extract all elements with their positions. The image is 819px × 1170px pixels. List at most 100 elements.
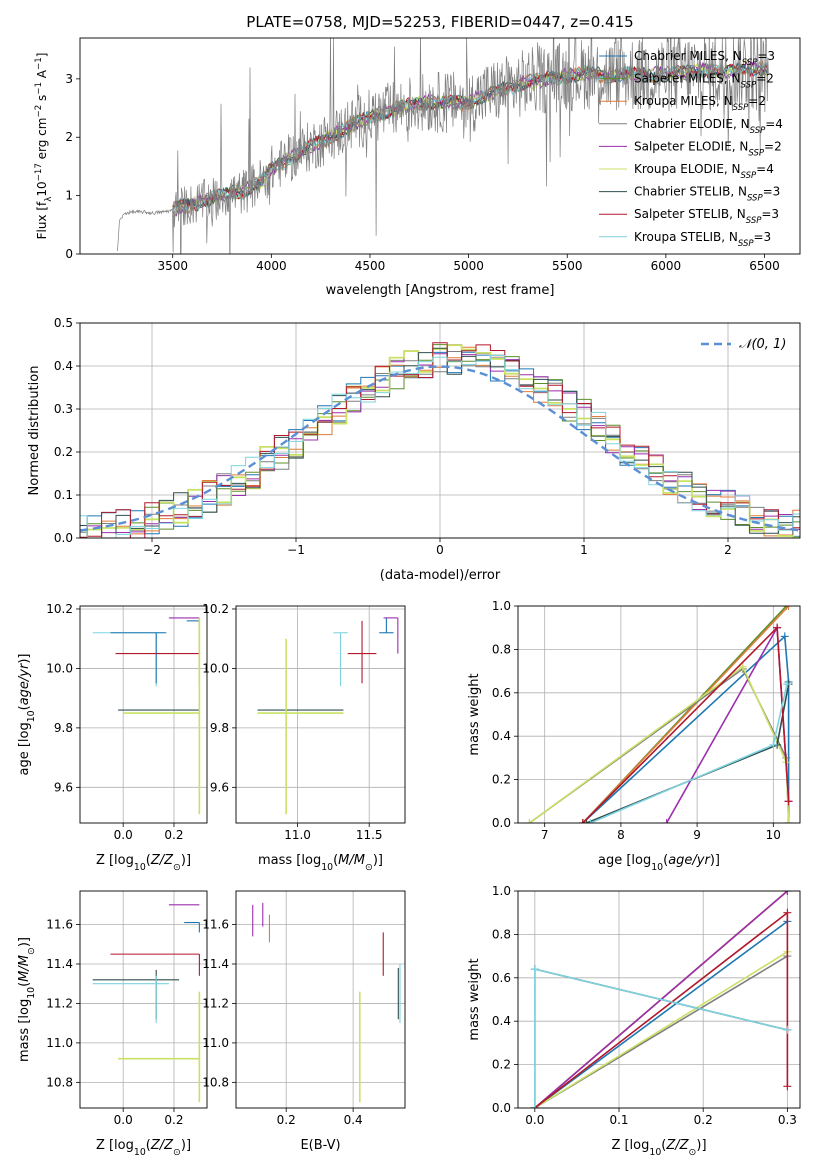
x-axis-label: Z [log10(Z/Z⊙)] [96, 1138, 191, 1158]
errorbars [92, 904, 201, 1103]
y-tick-label: 10.2 [202, 602, 229, 616]
y-tick-label: 10.2 [46, 602, 73, 616]
x-tick-label: 2 [724, 543, 732, 557]
y-axis-label: mass weight [467, 958, 482, 1040]
weight-marker-kroupa-stelib [530, 965, 539, 974]
errorbar-kroupa-elodie [123, 617, 201, 815]
errorbar-kroupa-elodie [118, 991, 201, 1103]
weight-marker-salpeter-stelib [783, 908, 792, 917]
weight-marker-kroupa-miles [784, 606, 793, 610]
y-tick-label: 0.4 [492, 729, 511, 743]
age-vs-mass-panel: 11.0 11.5 9.6 9.8 10.0 10.2 mass [log10(M/M⊙)] [202, 602, 406, 873]
x-tick-label: 5000 [453, 259, 484, 273]
y-tick-label: 1 [65, 189, 73, 203]
x-axis-label: (data-model)/error [380, 568, 501, 583]
legend-label-chabrier-stelib: Chabrier STELIB, NSSP=3 [634, 185, 780, 204]
legend-label-salpeter-elodie: Salpeter ELODIE, NSSP=2 [634, 139, 782, 158]
y-axis-label: mass [log10(M/M⊙)] [17, 937, 37, 1062]
y-axis-label: mass weight [467, 673, 482, 755]
legend-label-salpeter-miles: Salpeter MILES, NSSP=2 [634, 72, 774, 91]
x-tick-label: 11.0 [284, 828, 311, 842]
y-tick-label: 0.6 [492, 686, 511, 700]
weight-line-chabrier-stelib [586, 683, 790, 823]
weight-line-kroupa-elodie [528, 665, 790, 823]
y-tick-label: 11.6 [46, 918, 73, 932]
weight-marker-salpeter-elodie [783, 891, 792, 895]
legend: Chabrier MILES, NSSP=3 Salpeter MILES, NS… [599, 49, 783, 249]
legend-label-kroupa-miles: Kroupa MILES, NSSP=2 [634, 94, 766, 113]
errorbar-kroupa-elodie [257, 638, 344, 815]
weight-line-kroupa-stelib [534, 968, 788, 1108]
weight-line-chabrier-stelib [534, 968, 788, 1108]
errorbar-chabrier-miles [184, 922, 200, 933]
x-tick-label: 0 [436, 543, 444, 557]
x-tick-label: 0.2 [164, 1113, 183, 1127]
y-tick-label: 11.6 [202, 918, 229, 932]
legend-label-chabrier-elodie: Chabrier ELODIE, NSSP=4 [634, 117, 783, 136]
mass-vs-z-panel: 0.0 0.2 10.8 11.0 11.2 11.4 11.6 Z [log10(Z/Z⊙)… [17, 890, 208, 1158]
axes-frame [235, 605, 406, 824]
weight-line-salpeter-stelib [534, 911, 789, 1108]
x-tick-label: 0.0 [525, 1113, 544, 1127]
axes-frame [79, 37, 801, 255]
y-tick-label: 0.0 [492, 1101, 511, 1115]
weight-marker-kroupa-elodie [784, 819, 793, 823]
chart-title: PLATE=0758, MJD=52253, FIBERID=0447, z=0… [246, 13, 633, 31]
x-tick-label: 6500 [749, 259, 780, 273]
legend-label-kroupa-elodie: Kroupa ELODIE, NSSP=4 [634, 162, 774, 181]
weight-marker-salpeter-stelib [773, 623, 782, 632]
x-tick-label: −2 [143, 543, 161, 557]
y-tick-label: 10.0 [202, 661, 229, 675]
y-axis-label: age [log10(age/yr)] [17, 653, 37, 775]
y-tick-label: 0.8 [492, 927, 511, 941]
weight-line-kroupa-miles [582, 606, 790, 823]
x-tick-label: 5500 [552, 259, 583, 273]
weight-line-chabrier-miles [534, 920, 788, 1108]
histogram-salpeter-elodie [80, 344, 800, 538]
x-axis-label: Z [log10(Z/Z⊙)] [96, 853, 191, 873]
y-tick-label: 9.6 [210, 780, 229, 794]
weight-marker-salpeter-stelib [783, 1082, 792, 1091]
y-tick-label: 0.8 [492, 642, 511, 656]
axes-frame [79, 890, 208, 1109]
weight-marker-kroupa-elodie [525, 819, 534, 823]
weight-marker-salpeter-stelib [578, 819, 587, 823]
x-tick-label: 0.0 [114, 1113, 133, 1127]
x-tick-label: 3500 [157, 259, 188, 273]
x-tick-label: 0.0 [114, 828, 133, 842]
weight-marker-salpeter-elodie [662, 819, 671, 823]
y-axis-label: Normed distribution [27, 366, 42, 496]
x-tick-label: 4500 [355, 259, 386, 273]
y-tick-label: 11.2 [46, 996, 73, 1010]
y-tick-label: 0 [65, 247, 73, 261]
x-tick-label: 8 [617, 828, 625, 842]
y-axis-label: Flux [fλ10−17 erg cm−2 s−1 A−1] [34, 53, 54, 240]
y-tick-label: 10.8 [46, 1075, 73, 1089]
x-tick-label: −1 [287, 543, 305, 557]
errorbar-chabrier-miles [379, 617, 394, 634]
x-tick-label: 0.2 [694, 1113, 713, 1127]
weight-vs-z-panel: 0.0 0.1 0.2 0.3 0.0 0.2 0.4 0.6 0.8 1.0 Z [log10(Z… [467, 884, 801, 1158]
errorbar-chabrier-stelib [92, 969, 180, 1020]
mass-vs-ebv-panel: 0.2 0.4 10.8 11.0 11.2 11.4 11.6 E(B-V) [202, 890, 406, 1153]
spectrum-panel: 3500 4000 4500 5000 5500 6000 6500 0 1 2 3 PLATE=07… [34, 13, 801, 298]
weight-marker-kroupa-elodie [738, 662, 747, 671]
model-curves [117, 38, 769, 254]
histogram-kroupa-stelib [80, 355, 800, 538]
errorbar-kroupa-stelib [92, 632, 164, 687]
x-axis-label: Z [log10(Z/Z⊙)] [611, 1138, 706, 1158]
axes-frame [517, 605, 801, 824]
y-tick-label: 0.5 [54, 316, 73, 330]
weight-marker-chabrier-miles [780, 632, 789, 641]
x-axis-label: wavelength [Angstrom, rest frame] [326, 283, 555, 298]
y-tick-label: 3 [65, 72, 73, 86]
weight-lines [530, 891, 792, 1108]
x-tick-label: 6000 [651, 259, 682, 273]
y-tick-label: 9.8 [210, 721, 229, 735]
errorbars [252, 902, 401, 1103]
x-tick-label: 11.5 [356, 828, 383, 842]
x-tick-label: 0.3 [778, 1113, 797, 1127]
legend-label-normal: 𝒩(0, 1) [739, 337, 786, 352]
y-tick-label: 10.0 [46, 661, 73, 675]
